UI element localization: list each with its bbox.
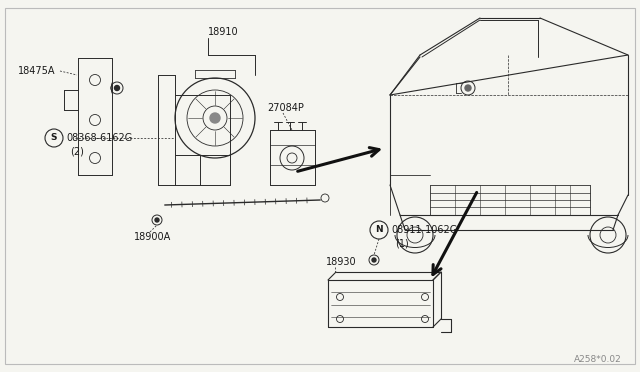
Circle shape — [155, 218, 159, 222]
Text: 18900A: 18900A — [134, 232, 172, 242]
Text: 18910: 18910 — [208, 27, 239, 37]
Text: 08911-1062G: 08911-1062G — [391, 225, 457, 235]
Circle shape — [115, 86, 120, 90]
Text: (2): (2) — [70, 147, 84, 157]
Circle shape — [210, 113, 220, 123]
Circle shape — [465, 85, 471, 91]
Text: S: S — [51, 134, 57, 142]
Text: N: N — [375, 225, 383, 234]
Text: 18475A: 18475A — [18, 66, 56, 76]
Text: 18930: 18930 — [326, 257, 356, 267]
Text: A258*0.02: A258*0.02 — [574, 356, 622, 365]
Text: 08368-6162G: 08368-6162G — [66, 133, 132, 143]
Text: (1): (1) — [395, 239, 409, 249]
Text: 27084P: 27084P — [267, 103, 304, 113]
Circle shape — [372, 258, 376, 262]
